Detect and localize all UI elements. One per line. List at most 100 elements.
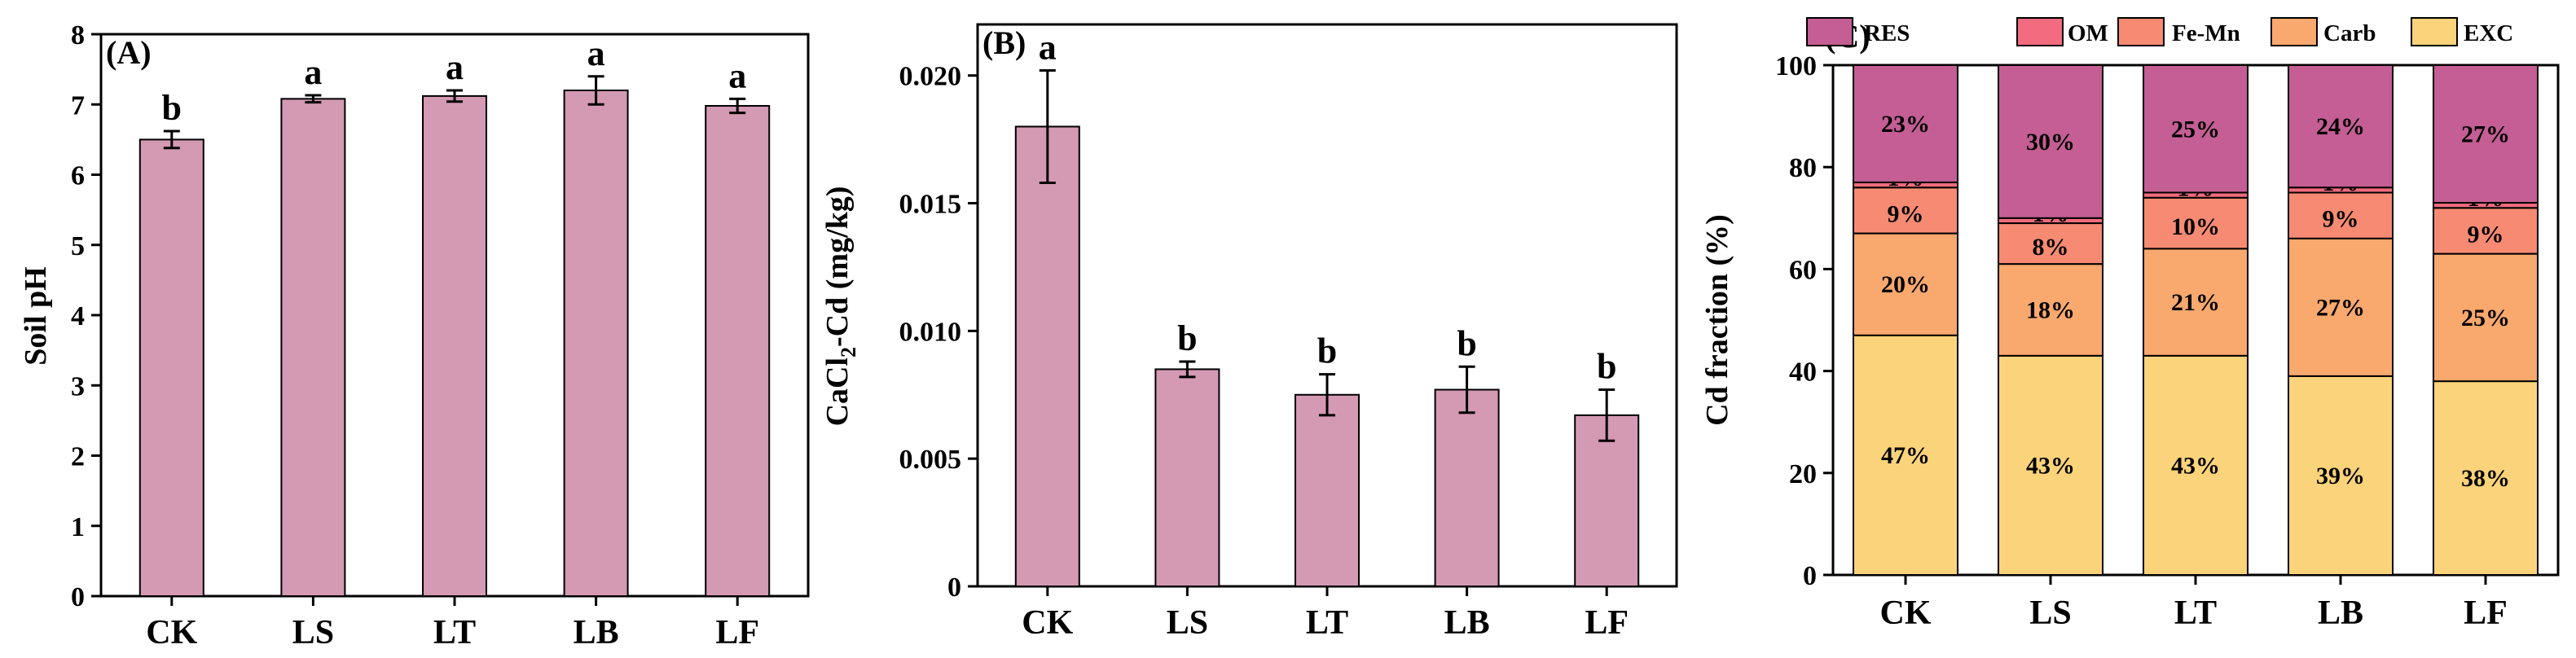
y-tick-label: 0.020 (899, 62, 962, 92)
y-tick-label: 2 (71, 442, 85, 472)
x-tick-label: LT (2174, 594, 2217, 632)
y-tick-label: 3 (71, 371, 85, 401)
stacked-segment (1853, 64, 1958, 183)
segment-label: 25% (2461, 305, 2510, 331)
bar (705, 104, 771, 598)
significance-letter: a (587, 33, 605, 73)
segment-label: 9% (2323, 206, 2359, 233)
y-tick-label: 100 (1775, 51, 1817, 81)
segment-label: 10% (2171, 213, 2220, 240)
segment-label: 24% (2316, 113, 2365, 140)
y-tick-label: 60 (1789, 255, 1817, 285)
y-tick-label: 20 (1789, 459, 1817, 489)
legend-label: Carb (2323, 20, 2376, 46)
x-tick-label: LB (574, 614, 619, 651)
significance-letter: a (304, 52, 322, 92)
x-tick-label: LT (433, 614, 476, 651)
legend-swatch (2117, 17, 2165, 46)
x-tick-label: LB (2318, 594, 2363, 632)
stacked-segment (1998, 222, 2103, 265)
x-tick-label: CK (1022, 604, 1073, 642)
y-axis-label: CaCl2-Cd (mg/kg) (820, 186, 860, 427)
stacked-segment (1853, 334, 1958, 576)
stacked-segment (2143, 64, 2249, 194)
bar (1295, 393, 1360, 588)
segment-label: 9% (2468, 221, 2504, 248)
legend-swatch (2411, 17, 2458, 46)
segment-label: 8% (2033, 234, 2069, 261)
x-tick-label: LT (1306, 604, 1348, 642)
significance-letter: a (728, 55, 746, 95)
segment-label: 21% (2171, 289, 2220, 316)
y-axis-label: Cd fraction (%) (1700, 214, 1734, 426)
stacked-segment (2433, 380, 2539, 576)
x-tick-label: CK (146, 614, 197, 651)
stacked-segment (2143, 354, 2249, 576)
bar (1434, 388, 1500, 587)
segment-label: 20% (1881, 271, 1930, 298)
segment-label: 23% (1881, 111, 1930, 138)
y-tick-label: 1 (71, 512, 85, 542)
panel-b-chart: 0 0.005 0.010 0.015 0.020 a CK b LS b LT b LB b LF (B) C… (820, 23, 1678, 642)
segment-label: 9% (1888, 200, 1924, 227)
y-axis-label-part: -Cd (mg/kg) (820, 186, 855, 347)
significance-letter: b (1317, 331, 1337, 371)
x-tick-label: LS (2029, 594, 2071, 632)
y-tick-label: 0.005 (899, 445, 962, 475)
stacked-segment (1998, 354, 2103, 576)
stacked-segment (2288, 375, 2394, 576)
bar (138, 138, 204, 597)
x-tick-label: LS (1167, 604, 1208, 642)
x-tick-label: LF (1585, 604, 1629, 642)
y-tick-label: 80 (1789, 153, 1817, 183)
significance-letter: a (1039, 27, 1057, 67)
x-tick-label: LS (292, 614, 334, 651)
y-axis-label: Soil pH (19, 266, 53, 365)
legend-swatch (2270, 17, 2318, 46)
significance-letter: b (1457, 323, 1476, 363)
bar (1574, 414, 1640, 588)
stacked-segment (2143, 196, 2249, 250)
panel-c-chart: 02040608010047%20%9%1%23%CK43%18%8%1%30%… (1700, 17, 2560, 632)
significance-letter: a (446, 47, 464, 87)
bar (563, 90, 629, 597)
segment-label: 30% (2026, 129, 2075, 156)
stacked-segment (1998, 64, 2103, 219)
y-tick-label: 40 (1789, 358, 1817, 388)
panel-label: (A) (106, 34, 152, 71)
stacked-segment (2288, 237, 2394, 377)
y-tick-label: 0 (71, 582, 85, 612)
y-axis-label-subscript: 2 (837, 347, 860, 358)
panel-a-chart: 0 1 2 3 4 5 6 7 8 b CK a LS a LT a LB a LF (A) Soil pH (19, 20, 810, 651)
y-tick-label: 6 (71, 161, 85, 191)
segment-label: 39% (2316, 463, 2365, 489)
segment-label: 43% (2171, 452, 2220, 479)
stacked-segment (1853, 186, 1958, 235)
y-tick-label: 0.010 (899, 317, 962, 347)
x-tick-label: LB (1444, 604, 1490, 642)
y-tick-label: 8 (71, 20, 85, 50)
y-tick-label: 0 (947, 572, 961, 603)
y-tick-label: 0.015 (899, 190, 962, 220)
stacked-segment (1853, 232, 1958, 336)
segment-label: 25% (2171, 116, 2220, 143)
stacked-segment (1998, 263, 2103, 357)
x-tick-label: LF (2464, 594, 2508, 632)
significance-letter: b (1177, 318, 1197, 358)
legend-label: RES (1864, 20, 1910, 46)
bar (422, 94, 487, 597)
segment-label: 27% (2316, 294, 2365, 321)
significance-letter: b (1597, 347, 1616, 387)
y-tick-label: 5 (71, 231, 85, 261)
segment-label: 43% (2026, 452, 2075, 479)
stacked-segment (2288, 64, 2394, 189)
y-tick-label: 0 (1803, 561, 1817, 591)
legend-swatch (1806, 17, 1853, 46)
x-tick-label: LF (715, 614, 759, 651)
panel-label: (B) (982, 24, 1026, 61)
stacked-segment (2433, 64, 2539, 204)
significance-letter: b (162, 88, 182, 128)
segment-label: 47% (1881, 442, 1930, 469)
stacked-segment (2288, 191, 2394, 239)
y-tick-label: 4 (71, 301, 85, 331)
